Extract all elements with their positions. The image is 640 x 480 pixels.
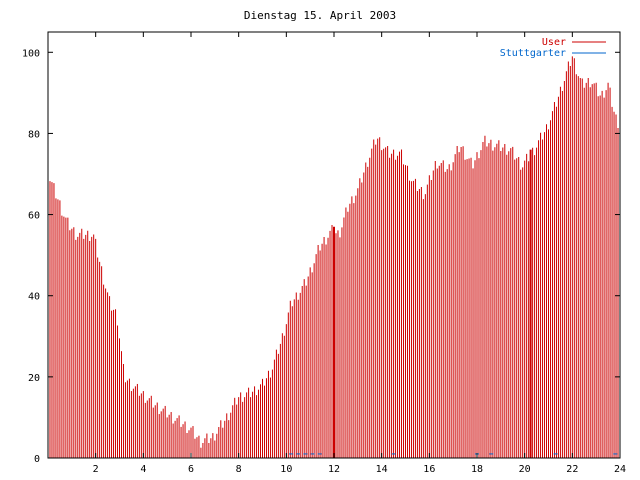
x-axis: 2 4 6 8 10 12 14 16 18 20 22 24 — [93, 32, 626, 475]
y-tick-label: 60 — [28, 211, 40, 222]
y-tick-label: 20 — [28, 373, 40, 384]
y-tick-label: 100 — [22, 48, 40, 59]
x-tick-label: 22 — [566, 464, 578, 475]
y-tick-label: 0 — [34, 454, 40, 465]
legend-label-user: User — [542, 37, 566, 48]
y-tick-label: 40 — [28, 292, 40, 303]
x-tick-label: 16 — [423, 464, 435, 475]
x-tick-label: 6 — [188, 464, 194, 475]
x-tick-label: 12 — [328, 464, 340, 475]
chart-title: Dienstag 15. April 2003 — [244, 9, 396, 22]
x-tick-label: 24 — [614, 464, 626, 475]
x-tick-label: 20 — [519, 464, 531, 475]
x-tick-label: 4 — [140, 464, 146, 475]
legend-label-stuttgarter: Stuttgarter — [500, 48, 566, 59]
x-tick-label: 14 — [376, 464, 388, 475]
x-tick-label: 18 — [471, 464, 483, 475]
y-tick-label: 80 — [28, 129, 40, 140]
x-tick-label: 8 — [236, 464, 242, 475]
series-user-bars — [47, 56, 621, 458]
x-tick-label: 10 — [280, 464, 292, 475]
y-axis: 0 20 40 60 80 100 — [22, 48, 620, 465]
x-tick-label: 2 — [93, 464, 99, 475]
